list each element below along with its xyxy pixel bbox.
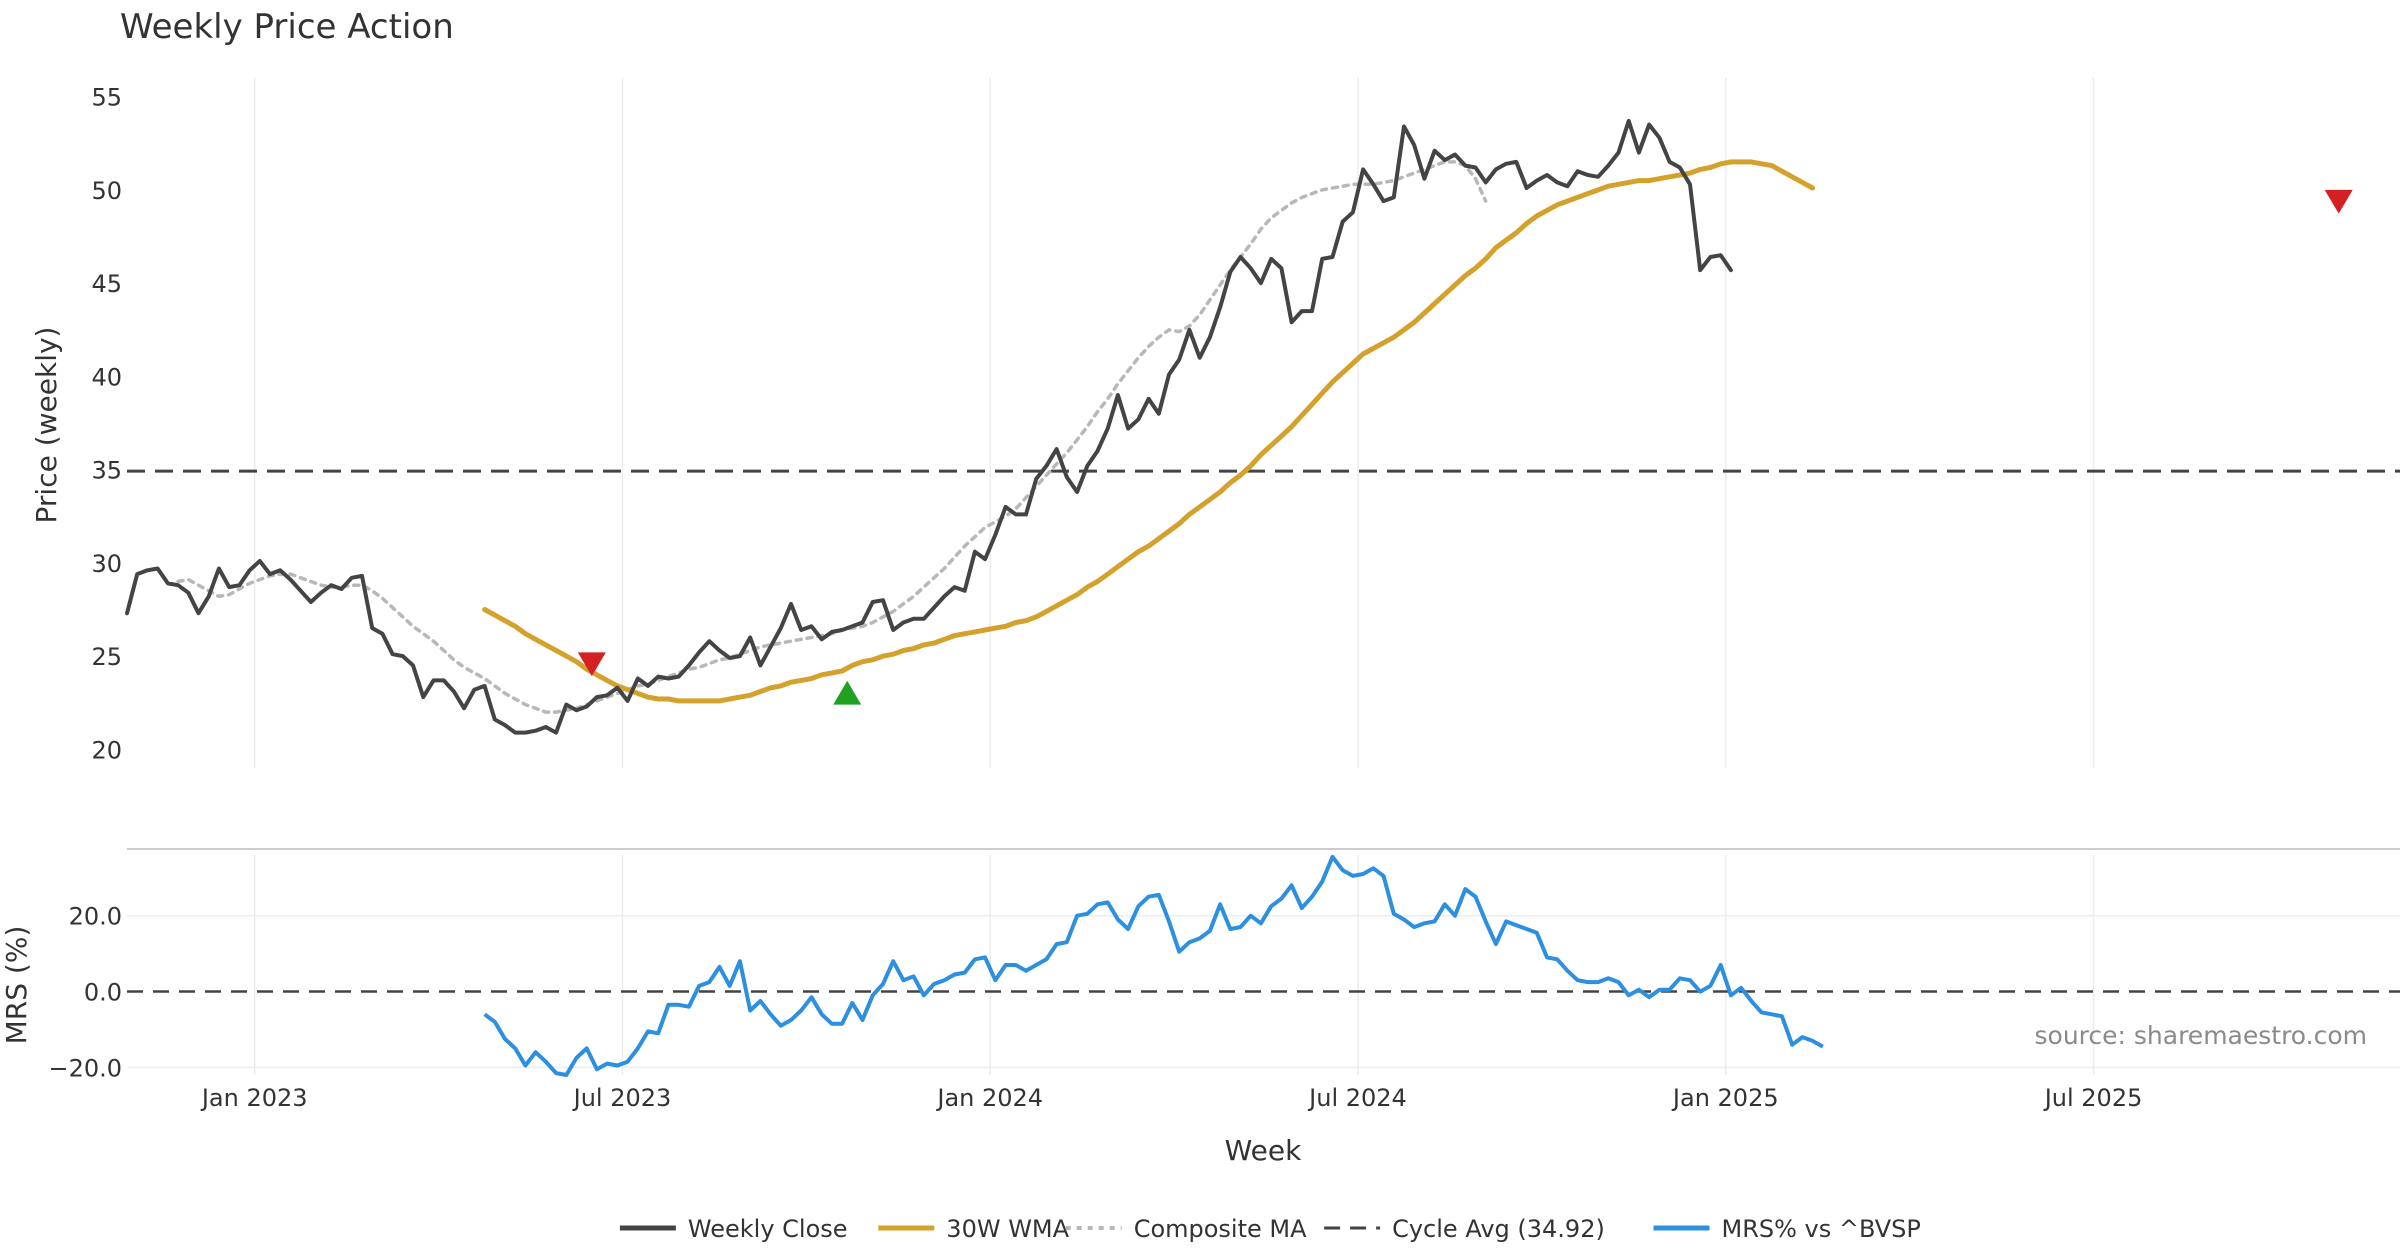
mrs-y-ticks: −20.0 0.0 20.0 bbox=[48, 903, 122, 1083]
weekly-close-line bbox=[125, 118, 1733, 735]
legend-label: Weekly Close bbox=[688, 1215, 848, 1243]
price-y-tick-label: 45 bbox=[91, 270, 122, 298]
mrs-y-tick-label: 20.0 bbox=[69, 903, 122, 931]
sell-signal-marker bbox=[577, 652, 606, 677]
price-y-tick-label: 40 bbox=[91, 363, 122, 391]
source-annotation: source: sharemaestro.com bbox=[2035, 1021, 2368, 1050]
legend-label: Cycle Avg (34.92) bbox=[1392, 1215, 1605, 1243]
price-y-tick-label: 20 bbox=[91, 736, 122, 764]
x-tick-label: Jan 2023 bbox=[200, 1084, 308, 1112]
price-grid bbox=[253, 78, 2095, 768]
mrs-y-tick-label: −20.0 bbox=[48, 1054, 122, 1082]
price-series-group bbox=[125, 118, 2400, 735]
sell-signal-marker bbox=[2324, 189, 2353, 214]
buy-signal-marker bbox=[833, 680, 862, 705]
chart-title: Weekly Price Action bbox=[120, 7, 454, 47]
legend-label: 30W WMA bbox=[946, 1215, 1069, 1243]
price-y-ticks: 20 25 30 35 40 45 50 55 bbox=[91, 84, 122, 765]
x-tick-label: Jul 2023 bbox=[572, 1084, 672, 1112]
price-y-tick-label: 30 bbox=[91, 550, 122, 578]
price-y-axis-label: Price (weekly) bbox=[30, 327, 63, 524]
x-tick-label: Jul 2025 bbox=[2043, 1084, 2143, 1112]
mrs-y-axis-label: MRS (%) bbox=[0, 926, 33, 1045]
price-y-tick-label: 55 bbox=[91, 84, 122, 112]
x-tick-label: Jan 2025 bbox=[1671, 1084, 1779, 1112]
mrs-y-tick-label: 0.0 bbox=[84, 979, 122, 1007]
wma-30w-line bbox=[482, 159, 1816, 704]
legend-label: Composite MA bbox=[1134, 1215, 1307, 1243]
x-tick-label: Jan 2024 bbox=[935, 1084, 1043, 1112]
legend: Weekly Close 30W WMA Composite MA Cycle Avg… bbox=[619, 1215, 1921, 1243]
mrs-line bbox=[483, 854, 1824, 1077]
legend-label: MRS% vs ^BVSP bbox=[1722, 1215, 1921, 1243]
x-ticks: Jan 2023 Jul 2023 Jan 2024 Jul 2024 Jan 2025… bbox=[200, 1084, 2143, 1112]
price-y-tick-label: 25 bbox=[91, 643, 122, 671]
price-y-tick-label: 35 bbox=[91, 457, 122, 485]
x-tick-label: Jul 2024 bbox=[1307, 1084, 1407, 1112]
mrs-series-group bbox=[127, 854, 2400, 1077]
signal-markers bbox=[577, 189, 2353, 705]
x-axis-label: Week bbox=[1225, 1134, 1302, 1167]
price-y-tick-label: 50 bbox=[91, 177, 122, 205]
